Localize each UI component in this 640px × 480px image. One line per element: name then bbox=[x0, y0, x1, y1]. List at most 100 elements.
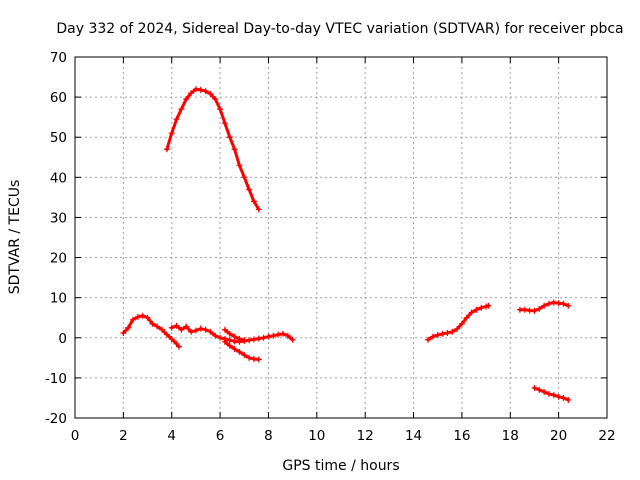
series-arc-7 bbox=[516, 299, 572, 314]
series-arc-5 bbox=[163, 86, 262, 213]
y-tick-label: 10 bbox=[50, 291, 67, 307]
axis-ticks bbox=[74, 56, 608, 419]
data-point bbox=[429, 333, 436, 340]
data-point bbox=[434, 331, 441, 338]
x-tick-label: 12 bbox=[357, 428, 374, 444]
y-tick-label: 20 bbox=[50, 251, 67, 267]
data-point bbox=[289, 336, 296, 343]
data-point bbox=[241, 352, 248, 359]
data-point bbox=[555, 393, 562, 400]
data-point bbox=[178, 326, 185, 333]
data-point bbox=[212, 96, 219, 103]
data-point bbox=[458, 320, 465, 327]
data-point bbox=[468, 309, 475, 316]
x-tick-label: 4 bbox=[167, 428, 176, 444]
series-line bbox=[121, 314, 181, 349]
data-point bbox=[217, 106, 224, 113]
series-arc-2 bbox=[168, 322, 296, 345]
data-point bbox=[279, 330, 286, 337]
y-axis-title: SDTVAR / TECUs bbox=[7, 180, 23, 295]
data-point bbox=[454, 325, 461, 332]
data-point bbox=[565, 302, 572, 309]
data-point bbox=[163, 146, 170, 153]
data-point bbox=[159, 326, 166, 333]
x-tick-label: 8 bbox=[264, 428, 273, 444]
chart-title: Day 332 of 2024, Sidereal Day-to-day VTE… bbox=[56, 21, 623, 37]
data-point bbox=[207, 328, 214, 335]
x-axis-title: GPS time / hours bbox=[282, 458, 399, 474]
x-tick-label: 10 bbox=[308, 428, 325, 444]
data-point bbox=[125, 324, 132, 331]
data-point bbox=[163, 331, 170, 338]
y-tick-label: 30 bbox=[50, 210, 67, 226]
data-point bbox=[531, 307, 538, 314]
data-point bbox=[236, 162, 243, 169]
data-point bbox=[173, 116, 180, 123]
data-point bbox=[444, 329, 451, 336]
data-point bbox=[197, 325, 204, 332]
y-tick-label: 40 bbox=[50, 170, 67, 186]
data-point bbox=[154, 323, 161, 330]
data-point bbox=[231, 146, 238, 153]
data-point bbox=[250, 336, 257, 343]
data-point bbox=[226, 330, 233, 337]
data-point bbox=[255, 206, 262, 213]
data-point bbox=[521, 306, 528, 313]
data-point bbox=[202, 326, 209, 333]
x-tick-label: 22 bbox=[598, 428, 615, 444]
series-arc-8 bbox=[531, 384, 572, 403]
data-point bbox=[207, 90, 214, 97]
data-point bbox=[226, 337, 233, 344]
x-tick-label: 18 bbox=[502, 428, 519, 444]
data-point bbox=[560, 300, 567, 307]
data-point bbox=[192, 327, 199, 334]
data-point bbox=[168, 324, 175, 331]
data-point bbox=[473, 306, 480, 313]
data-point bbox=[130, 316, 137, 323]
x-tick-label: 20 bbox=[550, 428, 567, 444]
data-point bbox=[231, 346, 238, 353]
data-point bbox=[183, 323, 190, 330]
data-point bbox=[188, 90, 195, 97]
data-point bbox=[134, 313, 141, 320]
data-point bbox=[439, 330, 446, 337]
data-point bbox=[246, 354, 253, 361]
data-point bbox=[541, 388, 548, 395]
data-point bbox=[560, 394, 567, 401]
y-tick-label: 70 bbox=[50, 50, 67, 66]
y-tick-labels: -20 -10 0 10 20 30 40 50 60 70 bbox=[45, 50, 67, 427]
y-tick-label: 0 bbox=[58, 331, 67, 347]
data-point bbox=[231, 333, 238, 340]
data-point bbox=[178, 106, 185, 113]
data-point bbox=[565, 396, 572, 403]
y-tick-label: -10 bbox=[45, 371, 67, 387]
data-point bbox=[173, 322, 180, 329]
series-line bbox=[165, 87, 261, 211]
data-point bbox=[541, 302, 548, 309]
data-point bbox=[545, 390, 552, 397]
data-point bbox=[260, 334, 267, 341]
x-tick-label: 6 bbox=[216, 428, 225, 444]
data-point bbox=[270, 332, 277, 339]
data-point bbox=[425, 336, 432, 343]
data-point bbox=[265, 333, 272, 340]
data-point bbox=[536, 305, 543, 312]
data-point bbox=[168, 335, 175, 342]
data-point bbox=[183, 96, 190, 103]
data-point bbox=[246, 186, 253, 193]
data-point bbox=[144, 314, 151, 321]
y-tick-label: 50 bbox=[50, 130, 67, 146]
data-point bbox=[120, 329, 127, 336]
data-point bbox=[149, 320, 156, 327]
data-point bbox=[192, 86, 199, 93]
x-tick-label: 0 bbox=[71, 428, 80, 444]
data-point bbox=[168, 130, 175, 137]
data-point bbox=[255, 335, 262, 342]
y-tick-label: -20 bbox=[45, 411, 67, 427]
series-arc-3 bbox=[221, 338, 262, 363]
plot-frame bbox=[74, 56, 608, 419]
data-point bbox=[485, 302, 492, 309]
data-point bbox=[188, 328, 195, 335]
data-point bbox=[236, 348, 243, 355]
series-arc-1 bbox=[120, 312, 182, 350]
